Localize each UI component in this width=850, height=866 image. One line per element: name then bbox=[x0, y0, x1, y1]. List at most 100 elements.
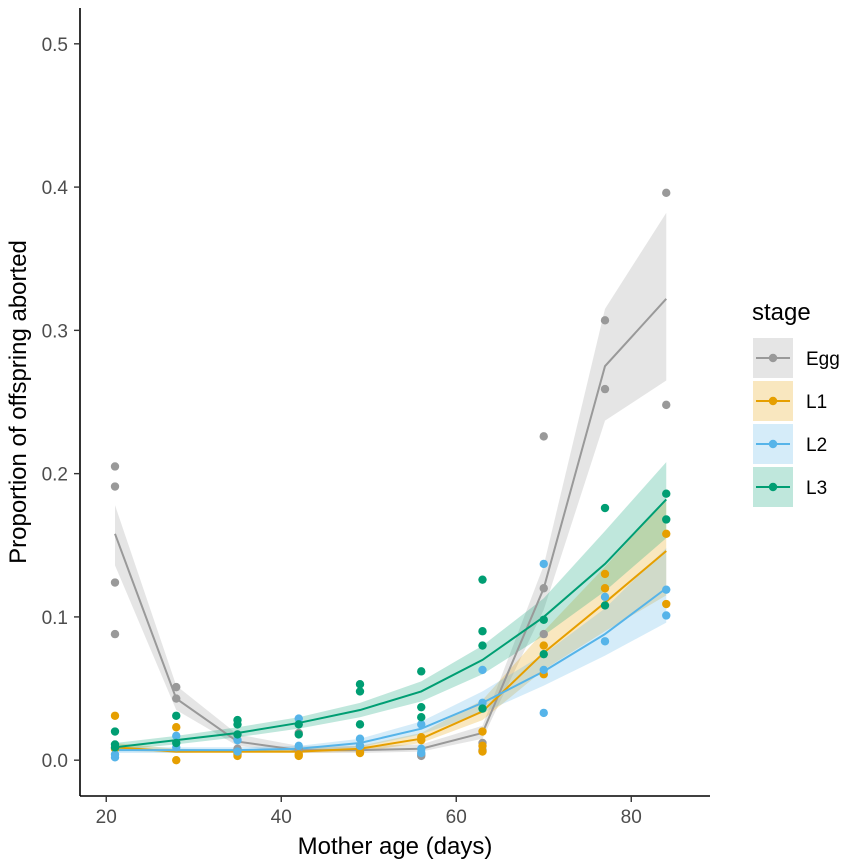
legend-dot bbox=[768, 353, 778, 363]
point-l3 bbox=[662, 489, 671, 498]
point-l1 bbox=[417, 735, 426, 745]
fit-line-l2 bbox=[115, 587, 667, 752]
point-l2 bbox=[600, 637, 610, 646]
point-egg bbox=[110, 462, 120, 471]
point-egg bbox=[172, 694, 181, 703]
y-tick-label: 0.4 bbox=[42, 178, 69, 199]
point-l3 bbox=[355, 720, 365, 729]
point-l3 bbox=[478, 627, 487, 636]
point-l1 bbox=[600, 569, 610, 579]
point-l1 bbox=[600, 584, 610, 593]
point-l3 bbox=[478, 641, 487, 650]
point-l2 bbox=[539, 665, 548, 675]
legend-label: L1 bbox=[806, 392, 827, 413]
legend-title: stage bbox=[752, 299, 811, 326]
confidence-bands bbox=[115, 212, 667, 754]
y-tick-label: 0.1 bbox=[42, 608, 68, 629]
plot-area bbox=[110, 188, 671, 765]
point-egg bbox=[539, 629, 548, 639]
legend-label: Egg bbox=[806, 349, 840, 370]
point-l3 bbox=[233, 730, 242, 739]
point-l3 bbox=[110, 727, 120, 736]
fit-line-l1 bbox=[114, 550, 667, 753]
legend-dot bbox=[768, 482, 778, 492]
legend-key-l3: L3 bbox=[753, 467, 827, 507]
ci-band-l1 bbox=[115, 499, 667, 754]
fit-line-egg bbox=[114, 298, 667, 752]
legend-keys: Egg L1 L2 L3 bbox=[753, 338, 840, 507]
point-l3 bbox=[172, 711, 181, 720]
point-l2 bbox=[233, 747, 242, 756]
y-tick-label: 0.0 bbox=[42, 751, 68, 772]
y-tick-label: 0.2 bbox=[42, 465, 68, 486]
point-l2 bbox=[662, 611, 671, 620]
point-l2 bbox=[539, 559, 548, 569]
point-egg bbox=[110, 578, 120, 587]
point-l1 bbox=[172, 723, 181, 732]
point-l2 bbox=[110, 753, 120, 762]
point-l2 bbox=[417, 720, 426, 729]
point-l2 bbox=[662, 585, 671, 594]
data-points bbox=[110, 188, 671, 765]
point-l3 bbox=[662, 515, 671, 524]
point-l3 bbox=[478, 575, 487, 584]
point-l1 bbox=[662, 599, 671, 609]
point-egg bbox=[600, 316, 610, 325]
point-l3 bbox=[600, 601, 610, 610]
fit-lines bbox=[114, 298, 667, 753]
point-l1 bbox=[172, 755, 181, 765]
point-egg bbox=[600, 384, 610, 394]
point-egg bbox=[110, 629, 120, 639]
legend-label: L3 bbox=[806, 478, 827, 499]
point-l3 bbox=[600, 503, 610, 513]
point-l3 bbox=[294, 720, 303, 729]
legend: stage Egg L1 L2 L3 bbox=[752, 299, 840, 507]
point-l3 bbox=[110, 743, 120, 752]
point-l1 bbox=[110, 711, 120, 720]
point-l2 bbox=[355, 734, 365, 743]
axes: 0.0 0.1 0.2 0.3 0.4 0.5 20 40 60 80 bbox=[42, 8, 710, 828]
x-axis-title: Mother age (days) bbox=[298, 833, 493, 860]
point-l3 bbox=[172, 738, 181, 748]
legend-key-egg: Egg bbox=[753, 338, 840, 378]
point-l3 bbox=[539, 649, 548, 659]
x-tick-label: 80 bbox=[621, 807, 642, 828]
point-egg bbox=[172, 682, 181, 692]
point-l2 bbox=[539, 708, 548, 718]
point-l3 bbox=[355, 687, 365, 696]
y-tick-label: 0.5 bbox=[42, 35, 68, 56]
point-l3 bbox=[355, 680, 365, 689]
point-egg bbox=[110, 482, 120, 491]
x-tick-label: 20 bbox=[96, 807, 117, 828]
point-l2 bbox=[478, 665, 487, 675]
fit-line-l3 bbox=[114, 498, 667, 749]
x-ticks: 20 40 60 80 bbox=[96, 796, 642, 828]
point-l3 bbox=[417, 702, 426, 712]
point-egg bbox=[539, 584, 548, 593]
point-l3 bbox=[539, 615, 548, 624]
point-l2 bbox=[600, 592, 610, 602]
point-l1 bbox=[662, 529, 671, 539]
y-ticks: 0.0 0.1 0.2 0.3 0.4 0.5 bbox=[42, 35, 80, 772]
point-egg bbox=[539, 432, 548, 441]
x-tick-label: 60 bbox=[446, 807, 467, 828]
point-l1 bbox=[478, 747, 487, 756]
point-l1 bbox=[478, 727, 487, 736]
legend-dot bbox=[768, 396, 778, 406]
point-l2 bbox=[294, 741, 303, 751]
y-tick-label: 0.3 bbox=[42, 321, 68, 342]
point-l2 bbox=[355, 741, 365, 751]
point-l3 bbox=[233, 720, 242, 729]
x-tick-label: 40 bbox=[271, 807, 292, 828]
point-l3 bbox=[417, 667, 426, 676]
point-l1 bbox=[355, 748, 365, 758]
point-l3 bbox=[294, 730, 303, 739]
point-l3 bbox=[417, 713, 426, 722]
ci-band-egg bbox=[115, 212, 667, 754]
ci-band-l2 bbox=[115, 548, 667, 754]
point-l3 bbox=[478, 704, 487, 713]
point-egg bbox=[662, 188, 671, 198]
y-axis-title: Proportion of offspring aborted bbox=[5, 240, 32, 564]
point-l1 bbox=[539, 641, 548, 650]
